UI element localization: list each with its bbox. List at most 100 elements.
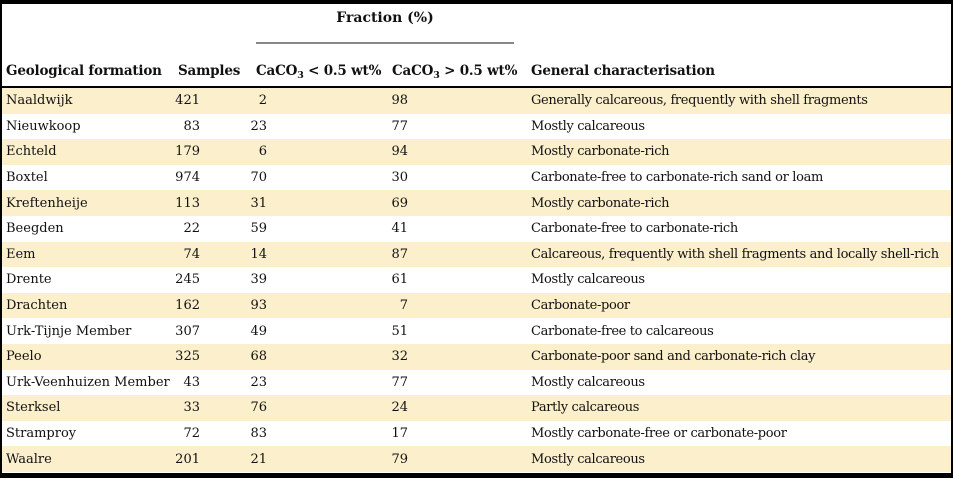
cell-samples: 43 xyxy=(183,374,200,390)
cell-characterisation: Mostly carbonate-rich xyxy=(531,144,670,160)
cell-caco3-gt: 87 xyxy=(391,246,408,262)
cell-formation: Naaldwijk xyxy=(6,93,73,109)
column-header-samples: Samples xyxy=(178,63,240,79)
column-header-characterisation: General characterisation xyxy=(531,63,715,79)
caco3-subscript: 3 xyxy=(433,70,440,81)
cell-caco3-lt: 31 xyxy=(250,195,267,211)
cell-samples: 113 xyxy=(175,195,200,211)
column-header-caco3-gt: CaCO3 > 0.5 wt% xyxy=(385,63,530,81)
cell-samples: 72 xyxy=(183,426,200,442)
cell-caco3-lt: 6 xyxy=(258,144,267,160)
cell-caco3-lt: 39 xyxy=(250,272,267,288)
cell-formation: Nieuwkoop xyxy=(6,118,81,134)
caco3-formula: CaCO xyxy=(392,63,434,79)
cell-caco3-gt: 77 xyxy=(391,374,408,390)
cell-caco3-gt: 51 xyxy=(391,323,408,339)
cell-samples: 22 xyxy=(183,221,200,237)
cell-formation: Drente xyxy=(6,272,52,288)
cell-formation: Beegden xyxy=(6,221,64,237)
column-header-caco3-lt: CaCO3 < 0.5 wt% xyxy=(240,63,385,81)
table-row: Peelo 325 68 32 Carbonate-poor sand and carb… xyxy=(2,343,951,370)
cell-samples: 201 xyxy=(175,451,200,467)
cell-characterisation: Mostly carbonate-free or carbonate-poor xyxy=(531,426,787,442)
table-row: Urk-Tijnje Member 307 49 51 Carbonate-free t… xyxy=(2,318,951,344)
cell-samples: 245 xyxy=(175,272,200,288)
cell-caco3-lt: 70 xyxy=(250,170,267,186)
table-row: Beegden 22 59 41 Carbonate-free to carbonate… xyxy=(2,216,951,242)
cell-caco3-lt: 93 xyxy=(250,298,267,314)
cell-caco3-lt: 2 xyxy=(258,93,267,109)
cell-caco3-lt: 59 xyxy=(250,221,267,237)
cell-formation: Urk-Tijnje Member xyxy=(6,323,132,339)
cell-formation: Sterksel xyxy=(6,400,61,416)
caco3-formula: CaCO xyxy=(256,63,298,79)
table-row: Drachten 162 93 7 Carbonate-poor xyxy=(2,292,951,319)
cell-samples: 83 xyxy=(183,118,200,134)
cell-characterisation: Generally calcareous, frequently with sh… xyxy=(531,93,868,109)
cell-characterisation: Carbonate-free to carbonate-rich sand or… xyxy=(531,170,823,186)
cell-samples: 74 xyxy=(183,246,200,262)
table-row: Echteld 179 6 94 Mostly carbonate-rich xyxy=(2,139,951,165)
cell-characterisation: Mostly calcareous xyxy=(531,118,645,134)
cell-characterisation: Carbonate-free to carbonate-rich xyxy=(531,221,738,237)
table-row: Kreftenheije 113 31 69 Mostly carbonate-rich xyxy=(2,190,951,216)
caco3-subscript: 3 xyxy=(297,70,304,81)
cell-caco3-lt: 23 xyxy=(250,374,267,390)
cell-formation: Stramproy xyxy=(6,426,77,442)
cell-caco3-gt: 7 xyxy=(399,298,408,314)
cell-formation: Waalre xyxy=(6,451,52,467)
cell-characterisation: Calcareous, frequently with shell fragme… xyxy=(531,246,939,262)
cell-characterisation: Mostly calcareous xyxy=(531,272,645,288)
cell-samples: 974 xyxy=(175,170,200,186)
cell-characterisation: Mostly calcareous xyxy=(531,374,645,390)
table-row: Boxtel 974 70 30 Carbonate-free to carbonate… xyxy=(2,165,951,191)
cell-formation: Eem xyxy=(6,246,36,262)
cell-characterisation: Mostly carbonate-rich xyxy=(531,195,670,211)
cell-caco3-lt: 49 xyxy=(250,323,267,339)
cell-caco3-gt: 61 xyxy=(391,272,408,288)
column-header-row: Geological formation Samples CaCO3 < 0.5… xyxy=(2,63,951,81)
table-row: Nieuwkoop 83 23 77 Mostly calcareous xyxy=(2,114,951,140)
cell-caco3-lt: 14 xyxy=(250,246,267,262)
table-row: Naaldwijk 421 2 98 Generally calcareous, fre… xyxy=(2,88,951,114)
table-row: Eem 74 14 87 Calcareous, frequently with she… xyxy=(2,241,951,268)
cell-caco3-gt: 79 xyxy=(391,451,408,467)
cell-samples: 162 xyxy=(175,298,200,314)
column-header-formation: Geological formation xyxy=(6,63,162,79)
cell-characterisation: Partly calcareous xyxy=(531,400,640,416)
cell-formation: Peelo xyxy=(6,349,42,365)
cell-caco3-gt: 30 xyxy=(391,170,408,186)
cell-formation: Echteld xyxy=(6,144,57,160)
cell-formation: Drachten xyxy=(6,298,68,314)
cell-samples: 33 xyxy=(183,400,200,416)
cell-caco3-gt: 69 xyxy=(391,195,408,211)
cell-characterisation: Carbonate-poor sand and carbonate-rich c… xyxy=(531,349,816,365)
caco3-gt-condition: > 0.5 wt% xyxy=(439,63,518,79)
cell-caco3-gt: 32 xyxy=(391,349,408,365)
cell-samples: 307 xyxy=(175,323,200,339)
table-row: Drente 245 39 61 Mostly calcareous xyxy=(2,267,951,293)
cell-formation: Urk-Veenhuizen Member xyxy=(6,374,170,390)
cell-caco3-gt: 98 xyxy=(391,93,408,109)
cell-samples: 421 xyxy=(175,93,200,109)
cell-caco3-lt: 83 xyxy=(250,426,267,442)
cell-caco3-lt: 21 xyxy=(250,451,267,467)
table-row: Stramproy 72 83 17 Mostly carbonate-free or … xyxy=(2,421,951,447)
fraction-spanner-rule xyxy=(256,42,514,44)
cell-formation: Kreftenheije xyxy=(6,195,88,211)
cell-samples: 179 xyxy=(175,144,200,160)
cell-caco3-lt: 76 xyxy=(250,400,267,416)
cell-caco3-gt: 41 xyxy=(391,221,408,237)
table-row: Urk-Veenhuizen Member 43 23 77 Mostly calcar… xyxy=(2,370,951,396)
cell-characterisation: Mostly calcareous xyxy=(531,451,645,467)
cell-caco3-gt: 17 xyxy=(391,426,408,442)
cell-caco3-gt: 24 xyxy=(391,400,408,416)
table-row: Waalre 201 21 79 Mostly calcareous xyxy=(2,446,951,472)
cell-caco3-lt: 68 xyxy=(250,349,267,365)
table-header: Fraction (%) Geological formation Sample… xyxy=(2,4,951,88)
cell-caco3-gt: 77 xyxy=(391,118,408,134)
table-row: Sterksel 33 76 24 Partly calcareous xyxy=(2,395,951,421)
cell-characterisation: Carbonate-poor xyxy=(531,298,630,314)
caco3-lt-condition: < 0.5 wt% xyxy=(303,63,382,79)
